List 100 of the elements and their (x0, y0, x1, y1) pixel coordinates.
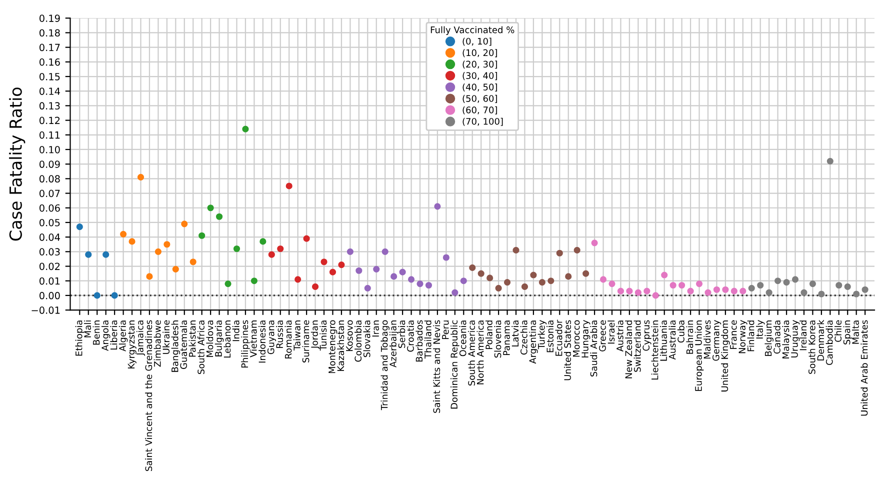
x-tick-label: Denmark (817, 320, 824, 360)
x-tick-label: Ukraine (162, 320, 170, 354)
y-tick-label: 0.08 (40, 175, 60, 183)
x-tick-label: Saint Kitts and Nevis (433, 320, 440, 413)
x-tick-label: Australia (668, 320, 676, 360)
x-tick-label: Canada (773, 320, 780, 354)
x-tick-label: Zimbabwe (154, 320, 161, 367)
x-tick-label: Greece (599, 320, 606, 352)
legend-label: (10, 20] (462, 49, 497, 58)
x-tick-label: Ireland (800, 320, 807, 350)
x-tick-label: Italy (756, 320, 765, 338)
legend-label: (40, 50] (462, 83, 497, 92)
y-tick-label: 0.19 (40, 14, 60, 22)
x-tick-label: Colombia (354, 320, 362, 362)
x-tick-label: South America (468, 320, 475, 386)
legend-label: (30, 40] (462, 72, 497, 80)
y-tick-label: 0.05 (40, 218, 60, 226)
x-tick-label: Malta (852, 320, 859, 344)
x-tick-label: Saint Vincent and the Grenadines (145, 320, 152, 471)
x-tick-label: Liberia (110, 320, 118, 350)
x-tick-label: Spain (843, 320, 852, 344)
x-tick-label: Slovakia (363, 320, 370, 358)
x-tick-label: Vietnam (250, 320, 257, 358)
x-tick-label: Mali (84, 320, 92, 338)
x-tick-label: North America (476, 320, 484, 384)
x-tick-label: Jordan (310, 320, 320, 349)
x-tick-label: Croatia (406, 320, 414, 352)
y-tick-label: 0.11 (40, 131, 60, 139)
y-tick-label: 0.06 (40, 204, 60, 212)
x-tick-label: Bangladesh (171, 320, 180, 372)
x-tick-label: Barbados (416, 320, 423, 362)
x-tick-label: Lebanon (224, 320, 231, 358)
legend-label: (70, 100] (462, 118, 503, 126)
x-tick-label: Czechia (520, 320, 528, 355)
y-tick-label: 0.09 (40, 160, 60, 168)
x-tick-label: Kosovo (346, 320, 353, 351)
x-tick-label: Norway (738, 320, 748, 354)
x-tick-label: Romania (284, 320, 292, 358)
x-tick-label: Malaysia (782, 320, 791, 358)
y-tick-label: 0.04 (40, 234, 60, 241)
y-tick-label: 0.18 (40, 29, 60, 37)
x-tick-label: Switzerland (634, 320, 641, 372)
x-tick-label: Austria (616, 320, 624, 352)
x-tick-label: Guatemala (180, 320, 188, 369)
y-tick-label: 0.13 (40, 102, 60, 110)
y-tick-label: 0.02 (40, 262, 60, 270)
x-tick-label: Saudi Arabia (590, 320, 598, 376)
x-tick-label: Algeria (118, 320, 128, 352)
x-tick-label: Finland (747, 320, 754, 352)
legend-title: Fully Vaccinated % (430, 26, 514, 35)
x-tick-label: Taiwan (293, 320, 300, 350)
x-tick-label: Russia (276, 320, 283, 348)
x-tick-label: Suriname (302, 320, 310, 362)
y-tick-label: 0.01 (40, 277, 60, 285)
x-tick-label: South Africa (197, 320, 204, 374)
y-axis-title: Case Fatality Ratio (9, 88, 26, 241)
y-tick-label: 0.15 (40, 72, 60, 80)
x-tick-label: Liechtenstein (651, 320, 658, 380)
legend-label: (20, 30] (462, 60, 497, 69)
x-tick-label: Dominican Republic (450, 320, 460, 409)
x-tick-label: Ecuador (555, 320, 562, 356)
x-tick-label: Israel (608, 320, 615, 344)
x-tick-label: Panama (503, 320, 510, 356)
y-tick-label: 0.16 (40, 58, 60, 66)
x-tick-label: Chile (834, 320, 842, 342)
x-tick-label: Guyana (267, 320, 276, 354)
x-tick-label: Bulgaria (214, 320, 224, 356)
x-tick-label: Serbia (398, 320, 406, 348)
x-tick-label: Cyprus (642, 320, 652, 351)
x-tick-label: Maldives (704, 320, 711, 359)
x-tick-label: Montenegro (328, 320, 338, 374)
x-tick-label: Indonesia (258, 320, 266, 363)
x-tick-label: Bahrain (686, 320, 694, 354)
y-tick-label: 0.07 (40, 190, 60, 198)
x-tick-label: Lithuania (660, 320, 667, 361)
x-tick-label: Belgium (764, 320, 774, 356)
x-tick-label: Angola (101, 320, 110, 351)
x-tick-label: Kyrgyzstan (128, 320, 136, 368)
x-tick-label: United Arab Emirates (860, 320, 868, 416)
x-tick-label: Oceania (459, 320, 466, 356)
x-tick-label: United Kingdom (721, 320, 730, 392)
x-tick-label: India (232, 320, 240, 342)
x-tick-label: Latvia (512, 320, 519, 346)
x-tick-label: France (730, 320, 737, 349)
x-tick-label: Morocco (572, 320, 580, 357)
x-tick-label: Poland (485, 320, 492, 350)
legend-label: (60, 70] (462, 106, 497, 114)
y-tick-label: 0.17 (40, 44, 60, 52)
legend-label: (50, 60] (462, 94, 497, 103)
x-tick-label: Turkey (538, 320, 547, 350)
x-tick-label: Slovenia (494, 320, 502, 358)
x-tick-label: Trinidad and Tobago (380, 320, 390, 410)
x-tick-label: Thailand (424, 320, 432, 359)
x-tick-label: Tunisia (320, 320, 327, 351)
x-tick-label: United States (564, 320, 571, 380)
y-tick-label: −0.01 (32, 306, 60, 314)
x-tick-label: Germany (712, 320, 722, 361)
x-tick-label: Pakistan (188, 320, 196, 357)
x-tick-label: Peru (442, 320, 449, 339)
x-tick-label: Cambodia (826, 320, 833, 365)
